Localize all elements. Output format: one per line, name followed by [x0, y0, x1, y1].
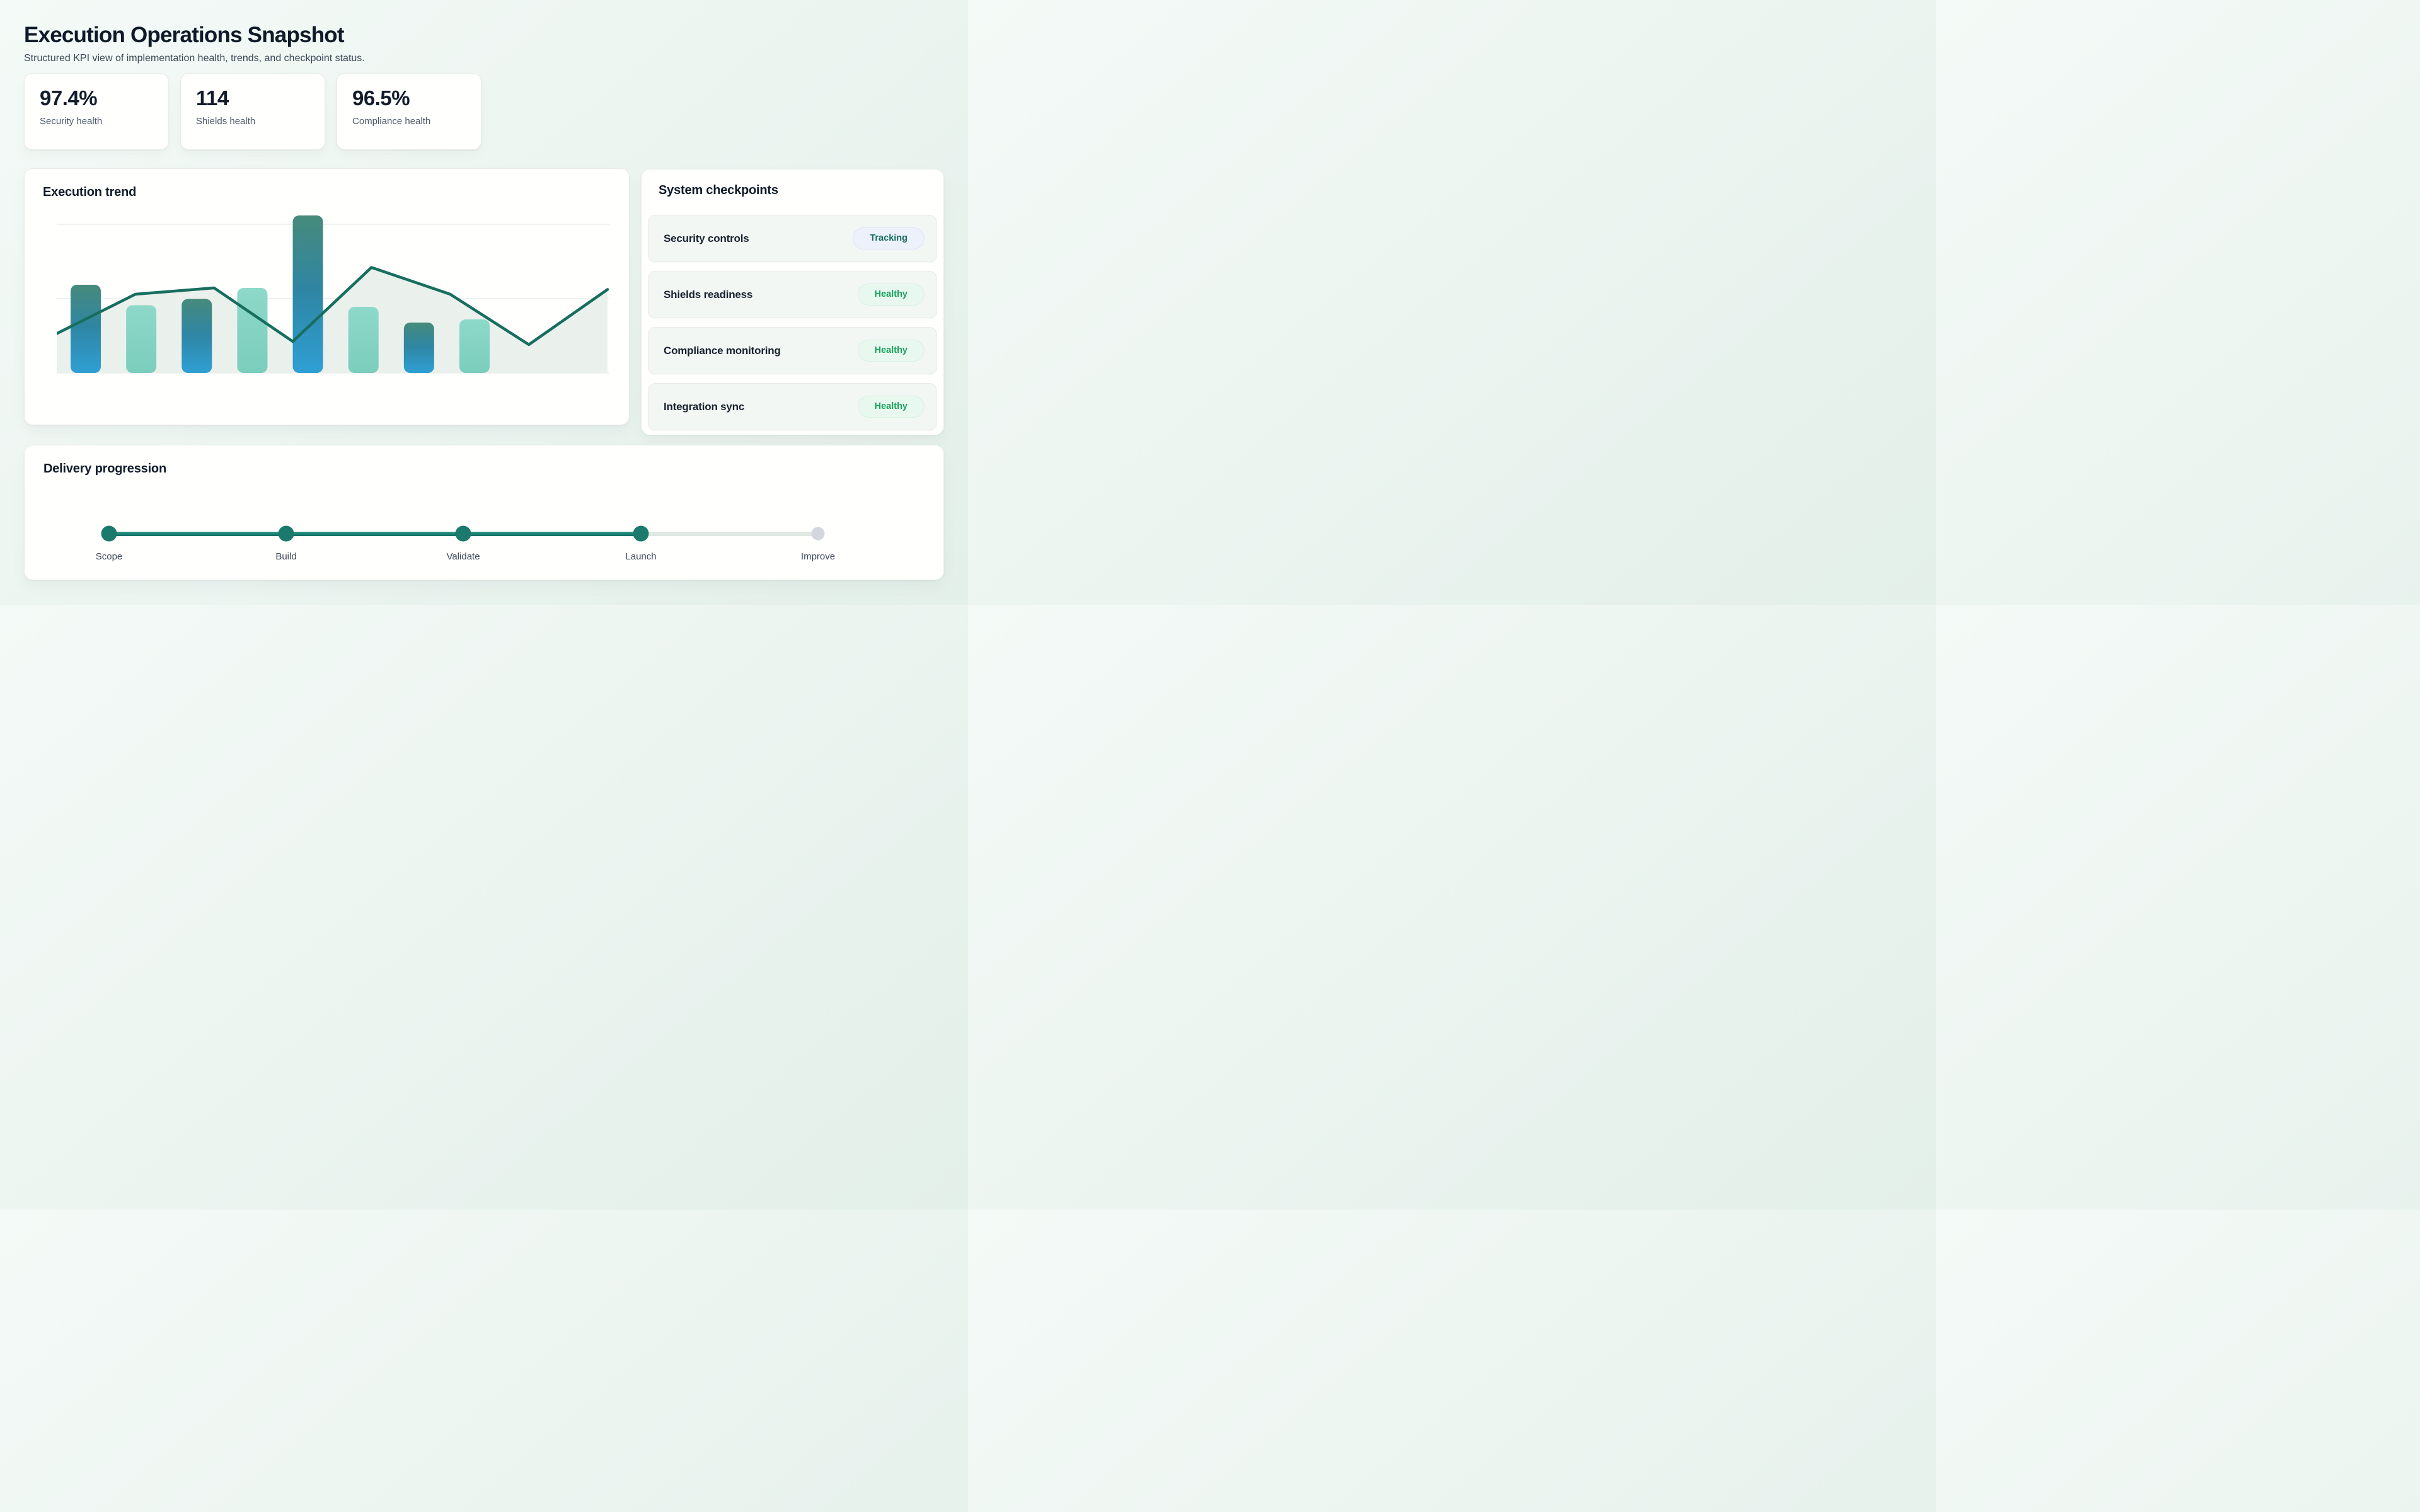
- trend-chart-svg: [55, 215, 609, 374]
- system-checkpoints-card: System checkpoints Security controls Tra…: [641, 169, 944, 435]
- checkpoint-row-shields-readiness[interactable]: Shields readiness Healthy: [648, 271, 937, 318]
- step-dot[interactable]: [278, 525, 294, 542]
- stepper-track-pending: [641, 532, 818, 536]
- dashboard-page: Execution Operations Snapshot Structured…: [0, 0, 968, 605]
- step-label: Improve: [800, 551, 836, 562]
- delivery-progression-card: Delivery progression Scope Build Validat…: [24, 445, 944, 580]
- kpi-value: 114: [196, 86, 229, 110]
- checkpoint-label: Integration sync: [664, 400, 745, 413]
- checkpoints-title: System checkpoints: [659, 183, 778, 197]
- execution-trend-card: Execution trend: [24, 168, 630, 425]
- status-badge: Healthy: [857, 396, 925, 418]
- kpi-card-compliance-health: 96.5% Compliance health: [337, 73, 481, 150]
- page-title: Execution Operations Snapshot: [24, 23, 345, 47]
- checkpoint-label: Compliance monitoring: [664, 344, 781, 357]
- step-dot[interactable]: [455, 525, 471, 542]
- kpi-card-security-health: 97.4% Security health: [24, 73, 169, 150]
- status-badge: Healthy: [857, 284, 925, 306]
- checkpoint-list: Security controls Tracking Shields readi…: [648, 215, 937, 430]
- step-label: Build: [275, 551, 297, 562]
- kpi-card-shields-health: 114 Shields health: [180, 73, 325, 150]
- step-label: Validate: [446, 551, 480, 562]
- kpi-label: Compliance health: [352, 116, 431, 127]
- execution-trend-chart: [55, 214, 609, 382]
- step-dot[interactable]: [101, 525, 117, 542]
- trend-card-title: Execution trend: [43, 185, 137, 199]
- step-label: Scope: [95, 551, 123, 562]
- kpi-value: 96.5%: [352, 86, 410, 110]
- kpi-label: Security health: [40, 116, 103, 127]
- kpi-label: Shields health: [196, 116, 256, 127]
- checkpoint-row-integration-sync[interactable]: Integration sync Healthy: [648, 383, 937, 430]
- delivery-stepper: Scope Build Validate Launch Improve: [25, 512, 943, 575]
- checkpoint-label: Shields readiness: [664, 288, 753, 301]
- step-dot[interactable]: [633, 525, 649, 542]
- page-subtitle: Structured KPI view of implementation he…: [24, 53, 365, 64]
- stepper-track-complete: [109, 532, 641, 536]
- status-badge: Healthy: [857, 340, 925, 362]
- delivery-title: Delivery progression: [43, 462, 166, 476]
- step-label: Launch: [625, 551, 657, 562]
- checkpoint-row-security-controls[interactable]: Security controls Tracking: [648, 215, 937, 262]
- kpi-row: 97.4% Security health 114 Shields health…: [24, 73, 481, 150]
- status-badge: Tracking: [853, 227, 925, 249]
- checkpoint-label: Security controls: [664, 232, 749, 244]
- checkpoint-row-compliance-monitoring[interactable]: Compliance monitoring Healthy: [648, 327, 937, 374]
- step-dot[interactable]: [811, 527, 825, 541]
- kpi-value: 97.4%: [40, 86, 98, 110]
